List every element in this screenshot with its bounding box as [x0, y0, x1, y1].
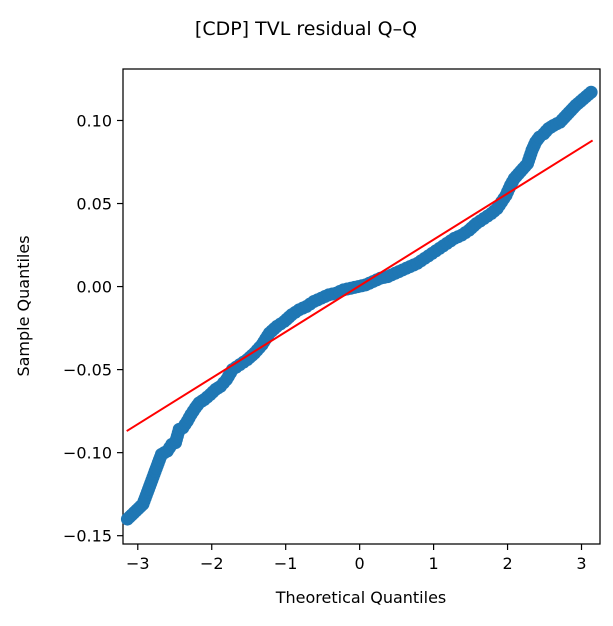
- x-tick-label: −1: [274, 554, 298, 573]
- x-axis-label: Theoretical Quantiles: [275, 588, 447, 607]
- x-tick-label: 1: [429, 554, 439, 573]
- y-tick-label: −0.15: [63, 527, 112, 546]
- x-tick-label: −2: [200, 554, 224, 573]
- y-axis: −0.15 −0.10 −0.05 0.00 0.05 0.10: [63, 111, 123, 546]
- y-tick-label: −0.10: [63, 444, 112, 463]
- sample-point: [584, 85, 598, 99]
- reference-line: [126, 139, 594, 432]
- y-tick-label: 0.05: [76, 195, 112, 214]
- y-tick-label: 0.10: [76, 111, 112, 130]
- reference-line-group: [126, 139, 594, 432]
- x-tick-label: 3: [576, 554, 586, 573]
- x-tick-label: 0: [355, 554, 365, 573]
- y-tick-label: −0.05: [63, 361, 112, 380]
- chart-title: [CDP] TVL residual Q–Q: [195, 18, 417, 40]
- y-axis-label: Sample Quantiles: [14, 235, 33, 376]
- plot-area-frame: [122, 68, 601, 545]
- x-tick-label: 2: [502, 554, 512, 573]
- sample-points: [120, 85, 598, 526]
- y-tick-label: 0.00: [76, 278, 112, 297]
- x-axis: −3 −2 −1 0 1 2 3: [126, 544, 587, 573]
- x-tick-label: −3: [126, 554, 150, 573]
